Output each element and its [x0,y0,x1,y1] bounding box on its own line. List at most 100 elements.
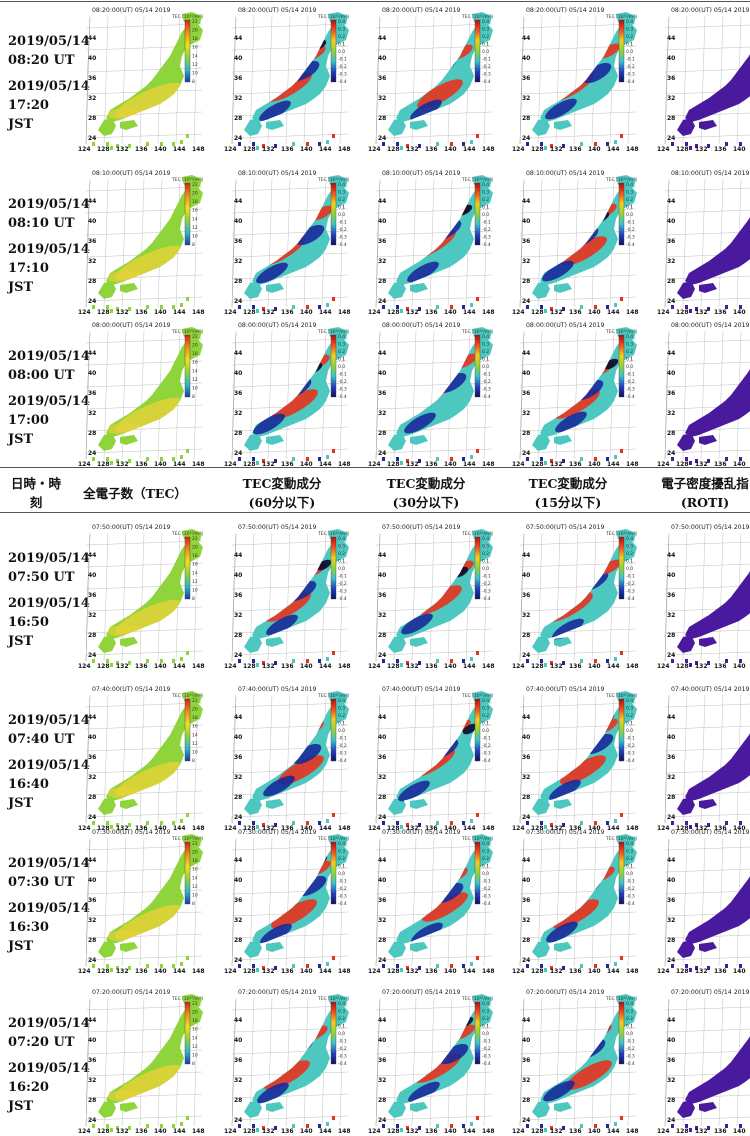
lat-tick-label: 40 [88,572,96,579]
colorbar-tick: 0.3 [338,27,345,33]
colorbar-tick: 0.4 [626,536,633,542]
lat-tick-label: 44 [234,35,242,42]
colorbar-tick: 0.1 [482,42,489,48]
lon-tick-label: 144 [607,825,620,832]
colorbar-tick: -0.1 [338,736,347,742]
lat-tick-label: 36 [88,1057,96,1064]
lat-tick-label: 32 [88,1077,96,1084]
lat-tick-label: 40 [88,55,96,62]
colorbar-tick: 0.4 [338,698,345,704]
lon-tick-label: 128 [243,825,256,832]
colorbar-tick: 20 [192,545,198,551]
colorbar-tick: 8 [192,901,195,907]
japan-map-svg: 07:40:00(UT) 05/14 2019 44 40 36 32 28 24 124 12… [512,686,639,832]
lon-tick-label: 132 [262,146,275,153]
colorbar-tick: 0.2 [338,349,345,355]
lat-tick-label: 44 [88,198,96,205]
lon-tick-label: 136 [135,663,148,670]
row-tz: JST [8,432,34,447]
lat-tick-label: 40 [667,218,675,225]
lon-tick-label: 140 [444,663,457,670]
colorbar-unit: TEC [10¹⁶/m²] [317,836,349,842]
lon-tick-label: 128 [387,461,400,468]
map-panel: 08:20:00(UT) 05/14 2019 44 40 36 32 28 24 124 12… [655,4,750,154]
colorbar-tick: 10 [192,749,198,755]
panel-title: 07:30:00(UT) 05/14 2019 [526,829,605,836]
panel-title: 08:20:00(UT) 05/14 2019 [526,7,605,14]
lon-tick-label: 144 [463,309,476,316]
lat-tick-label: 24 [234,1117,242,1124]
lon-tick-label: 124 [368,1128,381,1135]
japan-map-svg: 08:10:00(UT) 05/14 2019 44 40 36 32 28 24 124 12… [78,170,205,316]
colorbar-tick: 0.2 [338,197,345,203]
row-tz: JST [8,117,34,132]
colorbar [184,536,191,600]
row-date-ut: 2019/05/14 [8,856,90,871]
colorbar-tick: 0.4 [482,536,489,542]
colorbar-tick: -0.2 [338,743,347,749]
lon-tick-label: 124 [224,461,237,468]
lat-tick-label: 28 [378,278,386,285]
colorbar-unit: TEC [10¹⁶/m²] [317,14,349,20]
lat-tick-label: 36 [378,754,386,761]
lon-tick-label: 132 [550,968,563,975]
lon-tick-label: 136 [569,309,582,316]
row-date-jst: 2019/05/14 [8,1061,90,1076]
lat-tick-label: 24 [234,298,242,305]
lon-tick-label: 136 [425,461,438,468]
lon-tick-label: 148 [482,825,495,832]
japan-map-svg: 07:50:00(UT) 05/14 2019 44 40 36 32 28 24 124 12… [657,524,750,670]
lat-tick-label: 40 [522,877,530,884]
lat-tick-label: 36 [234,238,242,245]
colorbar-tick: 20 [192,850,198,856]
colorbar-tick: 12 [192,884,198,890]
header-datetime: 日時・時 刻 [6,474,66,512]
japan-map-svg: 07:20:00(UT) 05/14 2019 44 40 36 32 28 24 124 12… [78,989,205,1135]
row-datetime-label: 2019/05/14 07:50 UT 2019/05/14 16:50 JST [8,549,90,651]
lat-tick-label: 24 [522,135,530,142]
colorbar-tick: 0.0 [482,871,489,877]
lon-tick-label: 136 [135,1128,148,1135]
colorbar-tick: 0.4 [626,19,633,25]
colorbar-tick: 0.2 [338,551,345,557]
colorbar-tick: -0.3 [626,72,635,78]
lat-tick-label: 44 [88,350,96,357]
lon-tick-label: 144 [319,663,332,670]
lon-tick-label: 140 [733,663,746,670]
lat-tick-label: 32 [88,917,96,924]
lon-tick-label: 128 [387,1128,400,1135]
lon-tick-label: 132 [406,1128,419,1135]
lon-tick-label: 128 [243,309,256,316]
colorbar-unit: TEC [10¹⁶/m²] [605,177,637,183]
lon-tick-label: 128 [531,309,544,316]
colorbar-tick: 0.2 [482,551,489,557]
map-panel: 07:50:00(UT) 05/14 2019 44 40 36 32 28 24 124 12… [510,521,645,671]
colorbar-tick: -0.1 [626,879,635,885]
lon-tick-label: 128 [531,146,544,153]
lon-tick-label: 124 [368,663,381,670]
lon-tick-label: 136 [425,146,438,153]
lat-tick-label: 28 [667,1097,675,1104]
lon-tick-label: 124 [512,825,525,832]
colorbar-tick: 0.4 [626,334,633,340]
lat-tick-label: 36 [378,238,386,245]
lon-tick-label: 124 [657,825,670,832]
map-panel: 07:40:00(UT) 05/14 2019 44 40 36 32 28 24 124 12… [76,683,211,833]
lat-tick-label: 44 [667,1017,675,1024]
colorbar [474,19,481,83]
lon-tick-label: 144 [607,461,620,468]
colorbar-tick: -0.1 [482,736,491,742]
map-panel: 07:50:00(UT) 05/14 2019 44 40 36 32 28 24 124 12… [76,521,211,671]
colorbar-tick: 0.3 [482,342,489,348]
lon-tick-label: 128 [531,461,544,468]
lon-tick-label: 148 [338,968,351,975]
lon-tick-label: 144 [319,1128,332,1135]
panel-title: 08:00:00(UT) 05/14 2019 [92,322,171,329]
lon-tick-label: 140 [444,968,457,975]
lon-tick-label: 148 [338,1128,351,1135]
lat-tick-label: 28 [667,632,675,639]
colorbar-tick: -0.3 [626,894,635,900]
map-panel: 08:20:00(UT) 05/14 2019 44 40 36 32 28 24 124 12… [510,4,645,154]
row-datetime-label: 2019/05/14 07:30 UT 2019/05/14 16:30 JST [8,854,90,956]
lon-tick-label: 140 [300,968,313,975]
